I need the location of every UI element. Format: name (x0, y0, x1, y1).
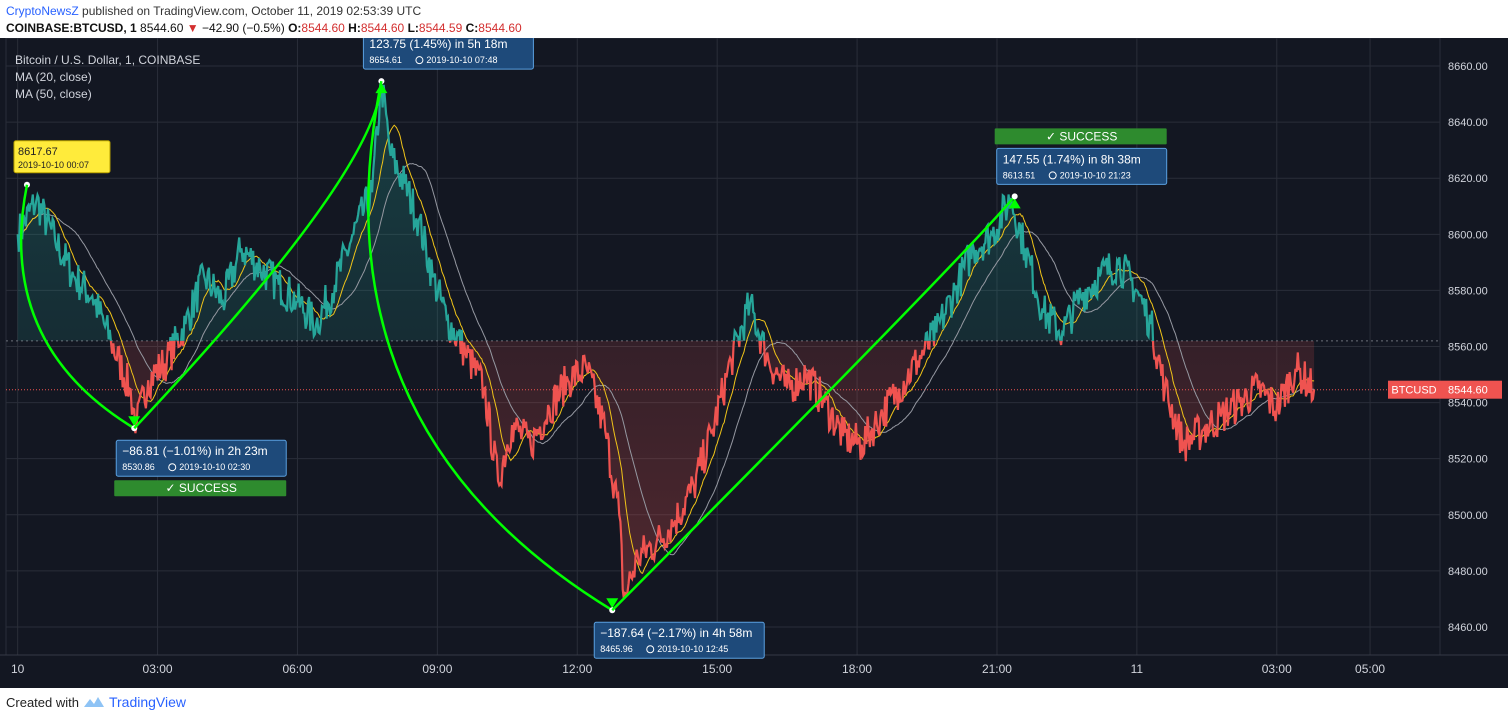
low-label: L: (407, 21, 419, 35)
close-value: 8544.60 (478, 21, 522, 35)
measure-box (996, 147, 1168, 185)
measure-price: 8465.96 (600, 644, 633, 654)
measure-time: 2019-10-10 12:45 (657, 644, 728, 654)
published-text: published on TradingView.com, October 11… (78, 4, 422, 18)
measure-price: 8654.61 (369, 55, 402, 65)
legend-ma20: MA (20, close) (15, 70, 92, 84)
x-tick-label: 21:00 (982, 662, 1012, 676)
clock-icon (168, 463, 177, 472)
measure-box (593, 621, 765, 659)
price-change: −42.90 (−0.5%) (202, 21, 285, 35)
arrow-head-icon (1008, 198, 1021, 209)
measure-change: 147.55 (1.74%) in 8h 38m (1003, 152, 1141, 166)
x-tick-label: 10 (11, 662, 25, 676)
y-tick-label: 8640.00 (1448, 117, 1488, 129)
start-price-label: 8617.67 (18, 146, 58, 158)
price-chart[interactable]: 8460.00 8480.00 8500.00 8520.00 8540.00 8560.… (0, 38, 1508, 688)
success-label: ✓ SUCCESS (1046, 129, 1117, 143)
price-line-up (16, 79, 1155, 341)
author-link[interactable]: CryptoNewsZ (6, 4, 79, 18)
price-tag (1440, 380, 1502, 399)
x-tick-label: 18:00 (842, 662, 872, 676)
clock-icon (1048, 171, 1057, 180)
area-below-baseline (17, 340, 1315, 599)
x-tick-label: 06:00 (282, 662, 312, 676)
high-label: H: (348, 21, 361, 35)
open-label: O: (288, 21, 302, 35)
start-price-time: 2019-10-10 00:07 (18, 160, 89, 170)
clock-icon (646, 645, 655, 654)
measure-change: −86.81 (−1.01%) in 2h 23m (122, 444, 267, 458)
low-value: 8544.59 (418, 21, 463, 35)
y-tick-label: 8580.00 (1448, 285, 1488, 297)
symbol-tag-label: BTCUSD (1391, 385, 1436, 397)
arrow-head-icon (128, 416, 141, 427)
footer: Created with TradingView (6, 694, 186, 710)
measure-box (362, 38, 534, 70)
y-tick-label: 8480.00 (1448, 566, 1488, 578)
created-with-text: Created with (6, 694, 79, 710)
legend-title: Bitcoin / U.S. Dollar, 1, COINBASE (15, 53, 200, 67)
open-value: 8544.60 (301, 21, 345, 35)
last-price: 8544.60 (140, 21, 184, 35)
move-arrow-4 (611, 195, 1016, 612)
legend-ma50: MA (50, close) (15, 87, 92, 101)
tradingview-link[interactable]: TradingView (108, 694, 187, 710)
ma50-line (17, 162, 1315, 556)
price-tag-value: 8544.60 (1448, 385, 1488, 397)
x-tick-label: 15:00 (702, 662, 732, 676)
symbol: COINBASE:BTCUSD, 1 (6, 21, 137, 35)
y-tick-label: 8540.00 (1448, 398, 1488, 410)
x-tick-label: 11 (1131, 662, 1144, 676)
y-tick-label: 8600.00 (1448, 229, 1488, 241)
measure-time: 2019-10-10 07:48 (426, 55, 497, 65)
high-value: 8544.60 (360, 21, 405, 35)
arrow-head-icon (606, 598, 619, 609)
y-tick-label: 8460.00 (1448, 622, 1488, 634)
measure-time: 2019-10-10 21:23 (1060, 170, 1131, 180)
y-tick-label: 8520.00 (1448, 454, 1488, 466)
y-tick-label: 8660.00 (1448, 61, 1488, 73)
success-label: ✓ SUCCESS (166, 481, 237, 495)
measure-change: −187.64 (−2.17%) in 4h 58m (600, 626, 752, 640)
close-label: C: (465, 21, 479, 35)
x-tick-label: 12:00 (562, 662, 592, 676)
tradingview-logo-icon (83, 697, 104, 707)
y-tick-label: 8560.00 (1448, 342, 1488, 354)
move-arrow-1 (19, 184, 135, 430)
target-point (1011, 193, 1018, 200)
y-tick-label: 8500.00 (1448, 510, 1488, 522)
y-tick-label: 8620.00 (1448, 173, 1488, 185)
x-tick-label: 05:00 (1355, 662, 1385, 676)
measure-time: 2019-10-10 02:30 (179, 462, 250, 472)
published-line: CryptoNewsZ published on TradingView.com… (6, 4, 421, 18)
success-badge (114, 480, 287, 497)
x-tick-label: 09:00 (422, 662, 452, 676)
measure-price: 8530.86 (122, 462, 155, 472)
clock-icon (415, 56, 424, 65)
price-line-down (109, 340, 1316, 600)
symbol-line: COINBASE:BTCUSD, 1 8544.60 ▼ −42.90 (−0.… (6, 21, 522, 35)
measure-box (115, 439, 287, 477)
move-arrow-3 (367, 80, 613, 612)
x-tick-label: 03:00 (143, 662, 173, 676)
start-price-box (13, 140, 111, 174)
x-tick-label: 03:00 (1262, 662, 1292, 676)
measure-change: 123.75 (1.45%) in 5h 18m (369, 38, 507, 51)
success-badge (994, 128, 1167, 145)
symbol-tag (1388, 380, 1440, 399)
measure-price: 8613.51 (1003, 170, 1036, 180)
down-arrow-icon: ▼ (186, 21, 199, 35)
